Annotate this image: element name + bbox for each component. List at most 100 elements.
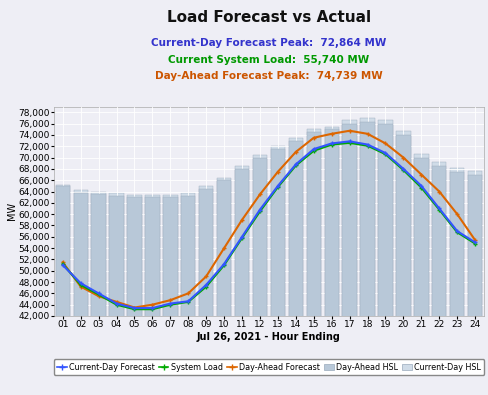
Bar [217,180,231,395]
Current-Day Forecast [364,142,370,147]
Bar [342,124,356,395]
Current-Day Forecast [167,301,173,306]
Bar [270,146,285,395]
Current-Day Forecast [257,207,263,212]
Day-Ahead Forecast [257,192,263,197]
Current-Day Forecast [203,282,209,287]
Bar [413,158,427,395]
Current-Day Forecast [131,306,137,310]
System Load [96,292,102,297]
System Load [60,261,65,266]
Bar [467,175,481,395]
Day-Ahead Forecast [113,299,119,304]
Bar [217,178,231,395]
Bar [360,122,374,395]
Bar [56,185,70,395]
Current-Day Forecast [382,150,387,155]
Day-Ahead Forecast [418,172,424,177]
Current-Day Forecast [292,162,298,167]
Current-Day Forecast [96,291,102,296]
Current-Day Forecast [274,184,280,188]
Current-Day Forecast [149,306,155,310]
Bar [378,124,392,395]
Day-Ahead Forecast [310,135,316,140]
Bar [270,149,285,395]
Current-Day Forecast [60,263,65,267]
System Load [113,302,119,307]
Line: System Load: System Load [61,141,476,311]
System Load [310,149,316,153]
System Load [274,184,280,189]
Bar [73,193,88,395]
X-axis label: Jul 26, 2021 - Hour Ending: Jul 26, 2021 - Hour Ending [197,332,340,342]
System Load [292,163,298,168]
Bar [342,120,356,395]
Bar [199,186,213,395]
Text: Load Forecast vs Actual: Load Forecast vs Actual [166,10,370,25]
Bar [234,169,249,395]
Bar [127,195,142,395]
Current-Day Forecast [453,229,459,233]
Day-Ahead Forecast [471,238,477,243]
Bar [467,171,481,395]
Current-Day Forecast [328,141,334,146]
Bar [431,162,446,395]
Bar [73,190,88,395]
Bar [127,197,142,395]
System Load [257,209,263,214]
Legend: Current-Day Forecast, System Load, Day-Ahead Forecast, Day-Ahead HSL, Current-Da: Current-Day Forecast, System Load, Day-A… [54,359,483,375]
Bar [252,155,266,395]
System Load [149,307,155,312]
Day-Ahead Forecast [131,305,137,310]
Text: Current-Day Forecast Peak:  72,864 MW: Current-Day Forecast Peak: 72,864 MW [151,38,386,47]
Day-Ahead Forecast [453,212,459,216]
Bar [306,132,320,395]
Bar [324,129,338,395]
System Load [435,207,441,212]
Bar [306,129,320,395]
System Load [453,230,459,235]
Bar [163,197,177,395]
Day-Ahead Forecast [400,155,406,160]
Current-Day Forecast [346,139,352,144]
Day-Ahead Forecast [292,150,298,154]
Bar [395,131,410,395]
Bar [324,127,338,395]
Current-Day Forecast [185,299,191,304]
Line: Current-Day Forecast: Current-Day Forecast [61,139,476,310]
Bar [252,158,266,395]
Line: Day-Ahead Forecast: Day-Ahead Forecast [61,129,476,310]
System Load [382,152,387,156]
System Load [471,241,477,246]
Current-Day Forecast [310,147,316,151]
Bar [56,186,70,395]
Bar [413,154,427,395]
Bar [288,138,303,395]
Day-Ahead Forecast [274,169,280,174]
System Load [239,235,244,240]
Text: Current System Load:  55,740 MW: Current System Load: 55,740 MW [168,55,369,64]
Bar [91,192,105,395]
Current-Day Forecast [400,167,406,171]
Current-Day Forecast [78,281,83,286]
Bar [431,166,446,395]
Bar [449,168,464,395]
Day-Ahead Forecast [203,274,209,279]
Current-Day Forecast [418,184,424,188]
System Load [328,142,334,147]
Day-Ahead Forecast [346,128,352,133]
System Load [78,282,83,287]
Day-Ahead Forecast [364,132,370,136]
System Load [400,167,406,172]
Bar [109,193,123,395]
Day-Ahead Forecast [382,141,387,146]
System Load [203,284,209,289]
Day-Ahead Forecast [435,189,441,194]
Bar [199,189,213,395]
Text: Day-Ahead Forecast Peak:  74,739 MW: Day-Ahead Forecast Peak: 74,739 MW [155,71,382,81]
System Load [221,263,226,267]
Bar [449,172,464,395]
Bar [109,196,123,395]
Day-Ahead Forecast [149,302,155,307]
Current-Day Forecast [113,301,119,306]
